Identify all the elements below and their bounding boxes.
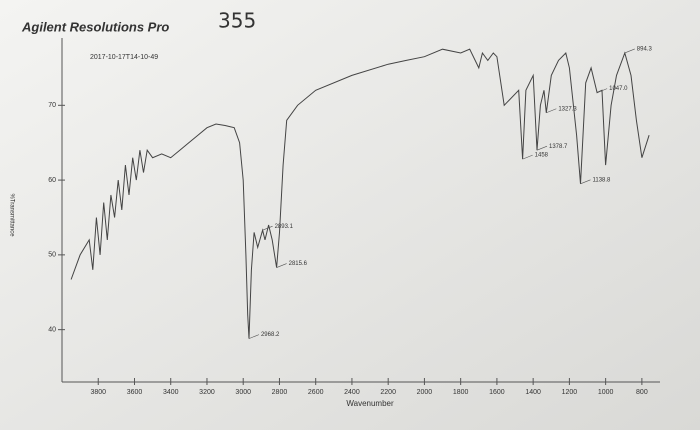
- x-tick-label: 1600: [489, 389, 505, 396]
- x-tick-label: 2000: [417, 389, 433, 396]
- chart-title: Agilent Resolutions Pro: [21, 19, 169, 34]
- peak-leader: [276, 263, 287, 268]
- x-tick-label: 1200: [562, 389, 578, 396]
- peak-label: 1378.7: [549, 144, 568, 150]
- x-tick-label: 3200: [199, 389, 215, 396]
- spectrum-line: [70, 48, 650, 339]
- peak-label: 1327.3: [558, 106, 577, 112]
- peak-leader: [522, 154, 533, 160]
- peak-label: 1138.8: [592, 177, 611, 183]
- x-tick-label: 1800: [453, 389, 469, 396]
- peak-label: 1047.0: [609, 86, 628, 92]
- x-tick-label: 3400: [163, 389, 179, 396]
- peak-label: 1458: [535, 153, 549, 159]
- y-tick-label: 70: [48, 102, 56, 109]
- peak-leader: [624, 48, 635, 54]
- x-tick-label: 2800: [272, 389, 288, 396]
- x-tick-label: 2600: [308, 389, 324, 396]
- y-tick-label: 60: [48, 177, 56, 184]
- x-tick-label: 800: [636, 389, 648, 396]
- peak-leader: [580, 179, 591, 185]
- handwritten-note: 355: [218, 9, 256, 33]
- peak-label: 2893.1: [275, 224, 294, 230]
- peak-label: 894.3: [637, 47, 653, 53]
- x-tick-label: 3000: [235, 389, 251, 396]
- peak-leader: [597, 88, 608, 93]
- peak-leader: [536, 145, 548, 151]
- peak-leader: [248, 334, 260, 339]
- y-axis-label: %Transmittance: [8, 193, 14, 237]
- y-tick-label: 50: [48, 252, 56, 259]
- x-tick-label: 2200: [380, 389, 396, 396]
- peak-label: 2968.2: [261, 332, 280, 338]
- peak-label: 2815.6: [289, 261, 308, 267]
- x-tick-label: 1400: [525, 389, 541, 396]
- x-tick-label: 3800: [90, 389, 106, 396]
- x-tick-label: 3600: [127, 389, 143, 396]
- x-tick-label: 2400: [344, 389, 360, 396]
- peak-leader: [262, 225, 273, 231]
- x-axis-label: Wavenumber: [346, 399, 394, 408]
- y-tick-label: 40: [48, 326, 56, 333]
- peak-leader: [546, 108, 557, 114]
- x-tick-label: 1000: [598, 389, 614, 396]
- timestamp: 2017-10-17T14-10-49: [90, 54, 158, 61]
